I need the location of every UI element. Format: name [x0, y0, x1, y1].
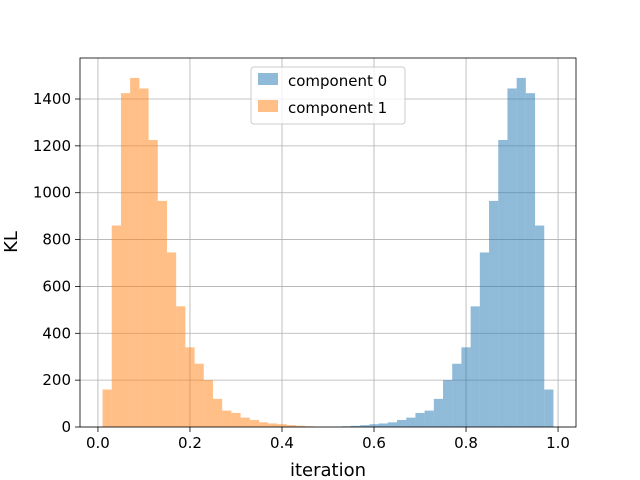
y-tick-label: 600 — [42, 277, 71, 295]
histogram-bar-component-1 — [295, 425, 305, 427]
legend-label-component-0: component 0 — [288, 72, 387, 90]
histogram-bar-component-0 — [387, 422, 398, 427]
histogram-bar-component-0 — [369, 424, 379, 427]
histogram-bar-component-1 — [148, 140, 158, 427]
histogram-bar-component-0 — [452, 363, 462, 427]
x-tick-label: 0.2 — [178, 434, 202, 452]
histogram-bar-component-0 — [544, 389, 554, 427]
histogram-bar-component-1 — [139, 88, 149, 427]
histogram-bar-component-1 — [111, 225, 121, 427]
histogram-bar-component-1 — [212, 398, 223, 427]
histogram-bar-component-0 — [406, 417, 416, 427]
histogram-bar-component-1 — [286, 425, 296, 427]
y-tick-label: 1000 — [33, 184, 71, 202]
histogram-bar-component-0 — [535, 225, 545, 427]
histogram-bar-component-0 — [378, 423, 388, 427]
histogram-bar-component-1 — [130, 77, 140, 428]
histogram-bar-component-1 — [203, 380, 213, 427]
histogram-bars — [102, 77, 554, 428]
histogram-bar-component-1 — [268, 423, 278, 427]
histogram-bar-component-0 — [443, 380, 453, 427]
legend-swatch-component-1 — [258, 100, 278, 112]
histogram-bar-component-0 — [498, 140, 508, 427]
x-axis-label: iteration — [290, 460, 366, 480]
x-tick-label: 1.0 — [546, 434, 570, 452]
histogram-bar-component-1 — [102, 389, 112, 427]
histogram-bar-component-0 — [507, 88, 517, 427]
x-axis-ticks: 0.0 0.2 0.4 0.6 0.8 1.0 — [86, 427, 570, 452]
histogram-bar-component-1 — [240, 417, 250, 427]
histogram-bar-component-0 — [525, 93, 536, 428]
legend-box — [250, 66, 406, 125]
y-tick-label: 800 — [42, 231, 71, 249]
histogram-bar-component-0 — [461, 347, 471, 427]
histogram-bar-component-0 — [433, 398, 444, 427]
histogram-bar-component-0 — [360, 425, 370, 427]
histogram-bar-component-0 — [351, 425, 361, 427]
legend-swatch-component-0 — [258, 73, 278, 85]
y-tick-label: 400 — [42, 324, 71, 342]
y-tick-label: 200 — [42, 371, 71, 389]
y-tick-label: 1400 — [33, 90, 71, 108]
x-tick-label: 0.4 — [270, 434, 294, 452]
y-tick-label: 1200 — [33, 137, 71, 155]
histogram-bar-component-1 — [157, 200, 167, 427]
histogram-bar-component-1 — [166, 252, 177, 427]
histogram-bar-component-0 — [489, 200, 499, 427]
histogram-bar-component-1 — [185, 347, 195, 427]
x-tick-label: 0.6 — [362, 434, 386, 452]
histogram-bar-component-0 — [415, 412, 425, 427]
y-axis-label: KL — [1, 231, 22, 253]
histogram-bar-component-0 — [479, 252, 490, 427]
y-tick-label: 0 — [61, 418, 71, 436]
histogram-bar-component-1 — [258, 422, 269, 427]
legend: component 0 component 1 — [250, 66, 406, 125]
x-tick-label: 0.0 — [86, 434, 110, 452]
legend-label-component-1: component 1 — [288, 99, 387, 117]
histogram-bar-component-1 — [277, 424, 287, 427]
histogram-bar-component-0 — [470, 306, 480, 427]
x-tick-label: 0.8 — [454, 434, 478, 452]
histogram-bar-component-1 — [231, 412, 241, 427]
plot-frame — [79, 57, 577, 428]
histogram-bar-component-1 — [120, 93, 131, 428]
histogram-bar-component-1 — [222, 410, 232, 427]
histogram-bar-component-0 — [516, 77, 526, 428]
histogram-bar-component-0 — [424, 410, 434, 427]
histogram-bar-component-0 — [397, 419, 407, 427]
y-axis-ticks: 0 200 400 600 800 1000 1200 1400 — [33, 90, 80, 436]
histogram-bar-component-1 — [249, 419, 259, 427]
histogram-bar-component-1 — [176, 306, 186, 427]
histogram-bar-component-1 — [194, 363, 204, 427]
